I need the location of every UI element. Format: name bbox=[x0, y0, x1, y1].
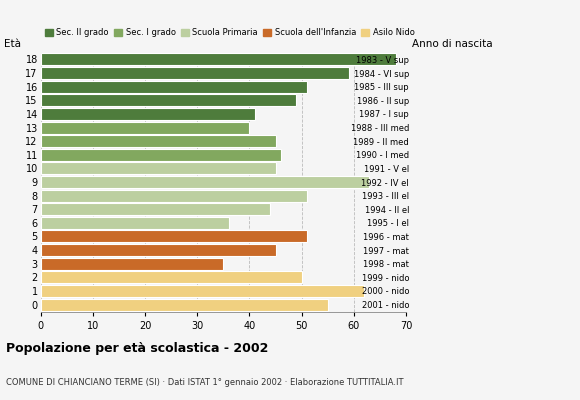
Bar bbox=[41, 94, 296, 106]
Bar bbox=[41, 122, 249, 134]
Bar bbox=[41, 258, 223, 270]
Text: Popolazione per età scolastica - 2002: Popolazione per età scolastica - 2002 bbox=[6, 342, 268, 355]
Text: Età: Età bbox=[4, 39, 21, 49]
Legend: Sec. II grado, Sec. I grado, Scuola Primaria, Scuola dell'Infanzia, Asilo Nido: Sec. II grado, Sec. I grado, Scuola Prim… bbox=[45, 28, 415, 38]
Bar bbox=[41, 271, 302, 283]
Bar bbox=[41, 203, 270, 215]
Bar bbox=[41, 149, 281, 161]
Text: Anno di nascita: Anno di nascita bbox=[412, 39, 492, 49]
Bar bbox=[41, 298, 328, 310]
Text: COMUNE DI CHIANCIANO TERME (SI) · Dati ISTAT 1° gennaio 2002 · Elaborazione TUTT: COMUNE DI CHIANCIANO TERME (SI) · Dati I… bbox=[6, 378, 403, 387]
Bar bbox=[41, 190, 307, 202]
Bar bbox=[41, 162, 276, 174]
Bar bbox=[41, 285, 364, 297]
Bar bbox=[41, 176, 369, 188]
Bar bbox=[41, 244, 276, 256]
Bar bbox=[41, 108, 255, 120]
Bar bbox=[41, 54, 396, 66]
Bar bbox=[41, 67, 349, 79]
Bar bbox=[41, 135, 276, 147]
Bar bbox=[41, 81, 307, 93]
Bar bbox=[41, 230, 307, 242]
Bar bbox=[41, 217, 229, 229]
